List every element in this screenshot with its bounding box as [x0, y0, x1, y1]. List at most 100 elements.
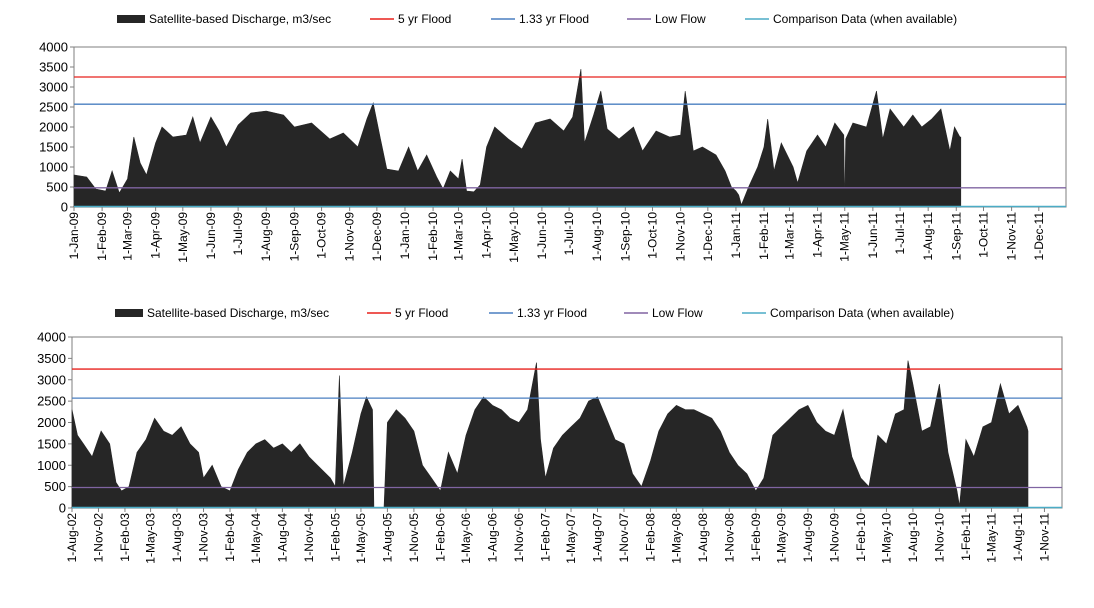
y-tick-label: 4000 [37, 330, 66, 345]
x-tick-label: 1-Jan-10 [398, 212, 412, 260]
x-tick-label: 1-Mar-09 [121, 212, 135, 261]
x-tick-label: 1-Feb-08 [644, 513, 658, 562]
x-tick-label: 1-Jun-10 [535, 212, 549, 260]
x-tick-label: 1-Feb-10 [426, 212, 440, 261]
x-tick-label: 1-Feb-05 [328, 513, 342, 562]
x-tick-label: 1-May-11 [985, 513, 999, 563]
y-tick-label: 500 [44, 479, 66, 494]
y-tick-label: 500 [46, 180, 68, 195]
y-tick-label: 0 [59, 501, 66, 516]
x-tick-label: 1-Nov-02 [92, 513, 106, 563]
x-tick-label: 1-Jan-11 [729, 212, 743, 259]
legend-label-flood5: 5 yr Flood [398, 12, 451, 26]
x-tick-label: 1-Mar-11 [782, 212, 796, 260]
x-tick-label: 1-Jul-09 [231, 212, 245, 256]
x-tick-label: 1-May-04 [249, 513, 263, 564]
x-tick-label: 1-Oct-10 [646, 212, 660, 259]
y-tick-label: 0 [61, 200, 68, 215]
x-tick-label: 1-Aug-06 [486, 513, 500, 563]
x-tick-label: 1-Feb-03 [118, 513, 132, 562]
x-tick-label: 1-Nov-07 [617, 513, 631, 563]
x-tick-label: 1-Sep-09 [287, 212, 301, 262]
x-tick-label: 1-Oct-09 [315, 212, 329, 259]
x-tick-label: 1-May-05 [354, 513, 368, 564]
x-tick-label: 1-Feb-04 [223, 513, 237, 562]
x-tick-label: 1-Feb-09 [95, 212, 109, 261]
x-tick-label: 1-Apr-11 [811, 212, 825, 258]
x-tick-label: 1-Aug-10 [906, 513, 920, 563]
x-tick-label: 1-Dec-09 [370, 212, 384, 262]
x-tick-label: 1-Nov-10 [932, 513, 946, 563]
x-tick-label: 1-Jul-11 [893, 212, 907, 255]
y-tick-label: 2500 [39, 100, 68, 115]
legend-label-comparison: Comparison Data (when available) [770, 306, 954, 320]
y-tick-label: 3500 [39, 60, 68, 75]
x-tick-label: 1-Nov-11 [1005, 212, 1019, 261]
y-tick-label: 2000 [39, 120, 68, 135]
x-tick-label: 1-Dec-10 [701, 212, 715, 262]
x-tick-label: 1-Aug-03 [170, 513, 184, 563]
legend-label-lowflow: Low Flow [655, 12, 706, 26]
x-tick-label: 1-May-07 [564, 513, 578, 564]
legend-label-flood133: 1.33 yr Flood [519, 12, 589, 26]
y-tick-label: 1500 [39, 140, 68, 155]
x-tick-label: 1-Nov-05 [407, 513, 421, 563]
x-tick-label: 1-Oct-11 [977, 212, 991, 258]
x-tick-label: 1-Nov-04 [302, 513, 316, 563]
legend-swatch-discharge [117, 15, 145, 23]
plot-area-top: 0 500 1000 1500 2000 2500 3000 3500 4000 1-Jan-09… [39, 40, 1067, 263]
x-tick-label: 1-May-10 [879, 513, 893, 564]
x-tick-label: 1-Nov-08 [722, 513, 736, 563]
x-tick-label: 1-Mar-10 [452, 212, 466, 261]
x-tick-label: 1-Nov-10 [674, 212, 688, 262]
x-tick-label: 1-Jul-10 [562, 212, 576, 256]
y-tick-label: 2000 [37, 415, 66, 430]
x-tick-label: 1-Aug-02 [65, 513, 79, 563]
x-tick-label: 1-Feb-10 [854, 513, 868, 562]
legend-top: Satellite-based Discharge, m3/sec 5 yr F… [117, 12, 957, 26]
x-tick-label: 1-May-09 [176, 212, 190, 263]
x-tick-label: 1-May-10 [507, 212, 521, 263]
legend-label-lowflow: Low Flow [652, 306, 703, 320]
x-tick-label: 1-Aug-11 [1011, 513, 1025, 562]
legend-label-comparison: Comparison Data (when available) [773, 12, 957, 26]
x-tick-label: 1-Jun-09 [204, 212, 218, 260]
x-tick-label: 1-Aug-09 [801, 513, 815, 563]
legend-bottom: Satellite-based Discharge, m3/sec 5 yr F… [115, 306, 954, 320]
x-tick-label: 1-May-06 [459, 513, 473, 564]
x-tick-label: 1-Dec-11 [1032, 212, 1046, 261]
legend-label-discharge: Satellite-based Discharge, m3/sec [147, 306, 329, 320]
plot-area-bottom: 0 500 1000 1500 2000 2500 3000 3500 4000 1-Aug-02… [37, 330, 1063, 564]
x-tick-label: 1-May-03 [144, 513, 158, 564]
y-tick-label: 3000 [39, 80, 68, 95]
x-tick-label: 1-Nov-09 [827, 513, 841, 563]
x-tick-label: 1-Sep-10 [618, 212, 632, 262]
x-tick-label: 1-Apr-10 [480, 212, 494, 259]
y-tick-label: 2500 [37, 394, 66, 409]
x-tick-label: 1-Aug-07 [591, 513, 605, 563]
x-tick-label: 1-Jan-09 [67, 212, 81, 260]
y-tick-label: 4000 [39, 40, 68, 55]
legend-label-discharge: Satellite-based Discharge, m3/sec [149, 12, 331, 26]
x-tick-label: 1-Apr-09 [149, 212, 163, 259]
x-tick-label: 1-May-11 [838, 212, 852, 262]
x-tick-label: 1-Feb-11 [959, 513, 973, 561]
x-tick-label: 1-Feb-09 [749, 513, 763, 562]
x-tick-label: 1-Nov-09 [343, 212, 357, 262]
discharge-area [71, 360, 1029, 509]
legend-label-flood5: 5 yr Flood [395, 306, 448, 320]
y-tick-label: 3000 [37, 372, 66, 387]
x-tick-label: 1-Nov-11 [1037, 513, 1051, 562]
x-tick-label: 1-May-08 [669, 513, 683, 564]
y-tick-label: 1000 [39, 160, 68, 175]
x-tick-label: 1-May-09 [774, 513, 788, 564]
x-tick-label: 1-Aug-08 [696, 513, 710, 563]
y-tick-label: 1000 [37, 458, 66, 473]
x-tick-label: 1-Nov-03 [197, 513, 211, 563]
x-tick-label: 1-Aug-09 [259, 212, 273, 262]
x-tick-label: 1-Jun-11 [866, 212, 880, 259]
discharge-area [73, 68, 962, 208]
x-tick-label: 1-Feb-11 [757, 212, 771, 260]
x-tick-label: 1-Aug-05 [380, 513, 394, 563]
x-tick-label: 1-Feb-06 [433, 513, 447, 562]
